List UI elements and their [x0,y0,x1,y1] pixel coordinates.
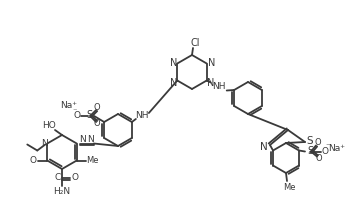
Text: S: S [86,110,92,120]
Text: N: N [170,58,177,67]
Text: O: O [316,154,322,163]
Text: O: O [94,120,101,128]
Text: Cl: Cl [190,38,200,48]
Text: N: N [170,78,177,87]
Text: S: S [307,136,313,146]
Text: N: N [87,135,94,144]
Text: Me: Me [86,156,99,165]
Text: S: S [307,146,313,157]
Text: N: N [79,135,86,144]
Text: HO: HO [42,121,56,130]
Text: N: N [260,142,268,152]
Text: O: O [94,102,101,112]
Text: O: O [30,156,37,165]
Text: N: N [41,139,48,148]
Text: O: O [315,138,321,147]
Text: Na⁺: Na⁺ [59,101,77,110]
Text: Na⁺: Na⁺ [329,144,346,153]
Text: H₂N: H₂N [53,186,70,196]
Text: O: O [74,112,81,121]
Text: O: O [321,147,329,156]
Text: C: C [55,174,61,182]
Text: ⁻: ⁻ [326,142,330,151]
Text: NH: NH [212,82,225,91]
Text: ⁻: ⁻ [72,106,76,116]
Text: O: O [72,174,79,182]
Text: N: N [207,78,215,87]
Text: N: N [208,58,216,67]
Text: NH: NH [135,112,149,121]
Text: Me: Me [283,182,295,191]
